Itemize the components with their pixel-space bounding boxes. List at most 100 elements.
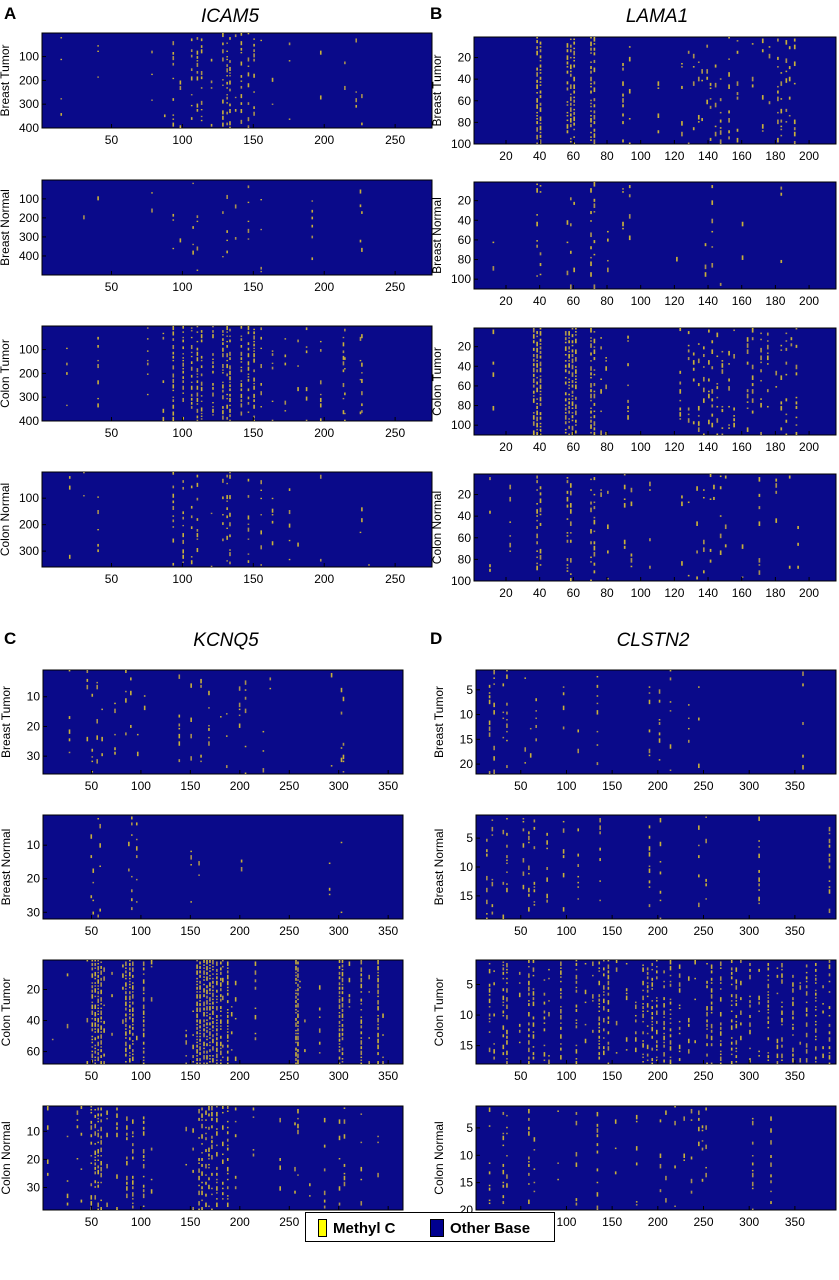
- methyl-mark: [648, 886, 651, 888]
- methyl-mark: [797, 565, 799, 569]
- methyl-mark: [656, 1059, 658, 1062]
- methyl-mark: [543, 1044, 546, 1047]
- methyl-mark: [493, 1013, 495, 1017]
- methyl-mark: [185, 1029, 188, 1032]
- methyl-mark: [199, 1007, 201, 1012]
- methyl-mark: [749, 1047, 751, 1050]
- methyl-mark: [681, 62, 683, 65]
- methyl-mark: [190, 397, 193, 401]
- methyl-mark: [562, 692, 565, 696]
- methyl-mark: [709, 98, 712, 100]
- methyl-mark: [692, 66, 695, 68]
- methyl-mark: [590, 47, 592, 51]
- methyl-mark: [328, 862, 331, 865]
- methyl-mark: [719, 961, 722, 966]
- methyl-mark: [719, 982, 722, 984]
- methyl-mark: [132, 1202, 134, 1205]
- methyl-mark: [209, 970, 211, 972]
- methyl-mark: [94, 1123, 97, 1129]
- methyl-mark: [198, 1184, 200, 1187]
- methyl-mark: [97, 1113, 99, 1117]
- methyl-mark: [575, 357, 577, 362]
- methyl-mark: [208, 690, 210, 696]
- methyl-mark: [622, 113, 624, 117]
- methyl-mark: [805, 964, 808, 968]
- methyl-mark: [97, 336, 99, 340]
- methyl-mark: [196, 538, 199, 540]
- methyl-mark: [584, 1001, 587, 1004]
- methyl-mark: [190, 361, 193, 364]
- methyl-mark: [83, 495, 85, 497]
- methyl-mark: [341, 1019, 344, 1021]
- methyl-mark: [201, 1163, 203, 1167]
- methyl-mark: [229, 370, 231, 375]
- methyl-mark: [128, 841, 130, 847]
- methyl-mark: [805, 976, 808, 980]
- methyl-mark: [493, 1056, 495, 1060]
- methyl-mark: [229, 384, 231, 388]
- methyl-mark: [656, 1020, 658, 1024]
- methyl-mark: [651, 1058, 654, 1062]
- methyl-mark: [361, 94, 363, 99]
- methyl-mark: [536, 121, 538, 125]
- methyl-mark: [571, 425, 574, 431]
- methyl-mark: [150, 965, 153, 968]
- methyl-mark: [648, 748, 651, 754]
- methyl-mark: [702, 398, 705, 403]
- methyl-mark: [785, 70, 788, 73]
- methyl-mark: [709, 137, 712, 141]
- methyl-mark: [208, 707, 210, 709]
- methyl-mark: [642, 1061, 644, 1063]
- methyl-mark: [785, 361, 788, 365]
- methyl-mark: [142, 973, 145, 975]
- methyl-mark: [135, 878, 138, 881]
- methyl-mark: [341, 971, 344, 977]
- methyl-mark: [205, 1149, 207, 1153]
- methyl-mark: [793, 127, 796, 131]
- methyl-mark: [749, 962, 751, 966]
- methyl-mark: [97, 1141, 99, 1144]
- methyl-mark: [603, 1017, 605, 1023]
- methyl-mark: [568, 433, 570, 435]
- methyl-mark: [648, 835, 651, 839]
- methyl-mark: [781, 1001, 783, 1004]
- methyl-mark: [569, 521, 572, 526]
- methyl-mark: [100, 1031, 102, 1033]
- methyl-mark: [294, 1122, 296, 1126]
- methyl-mark: [216, 1047, 218, 1053]
- methyl-mark: [206, 1000, 208, 1005]
- methyl-mark: [598, 1056, 601, 1060]
- methyl-mark: [220, 1035, 222, 1039]
- methyl-mark: [377, 983, 379, 989]
- methyl-mark: [200, 38, 203, 42]
- methyl-mark: [172, 331, 175, 336]
- methyl-mark: [767, 1012, 770, 1014]
- methyl-mark: [172, 247, 175, 250]
- y-tick-label: 10: [460, 708, 474, 722]
- methyl-mark: [590, 256, 592, 259]
- methyl-mark: [728, 118, 730, 123]
- methyl-mark: [711, 200, 714, 205]
- methyl-mark: [288, 558, 291, 561]
- methyl-mark: [728, 84, 730, 89]
- methyl-mark: [297, 998, 299, 1001]
- methyl-mark: [692, 352, 695, 356]
- methyl-mark: [196, 103, 199, 108]
- methyl-mark: [253, 385, 255, 390]
- methyl-mark: [377, 1044, 379, 1050]
- x-tick-label: 250: [385, 572, 405, 586]
- methyl-mark: [103, 1020, 105, 1024]
- methyl-mark: [543, 1001, 546, 1005]
- methyl-mark: [536, 525, 538, 530]
- methyl-mark: [341, 1061, 344, 1063]
- methyl-mark: [528, 1061, 530, 1064]
- legend-item-methyl-c: Methyl C: [318, 1219, 396, 1237]
- methyl-mark: [593, 121, 596, 125]
- methyl-mark: [179, 238, 182, 243]
- methyl-mark: [142, 1175, 145, 1178]
- methyl-mark: [706, 1023, 708, 1027]
- methyl-mark: [698, 717, 700, 721]
- methyl-mark: [656, 1056, 658, 1059]
- methyl-mark: [222, 334, 224, 336]
- methyl-mark: [212, 992, 214, 998]
